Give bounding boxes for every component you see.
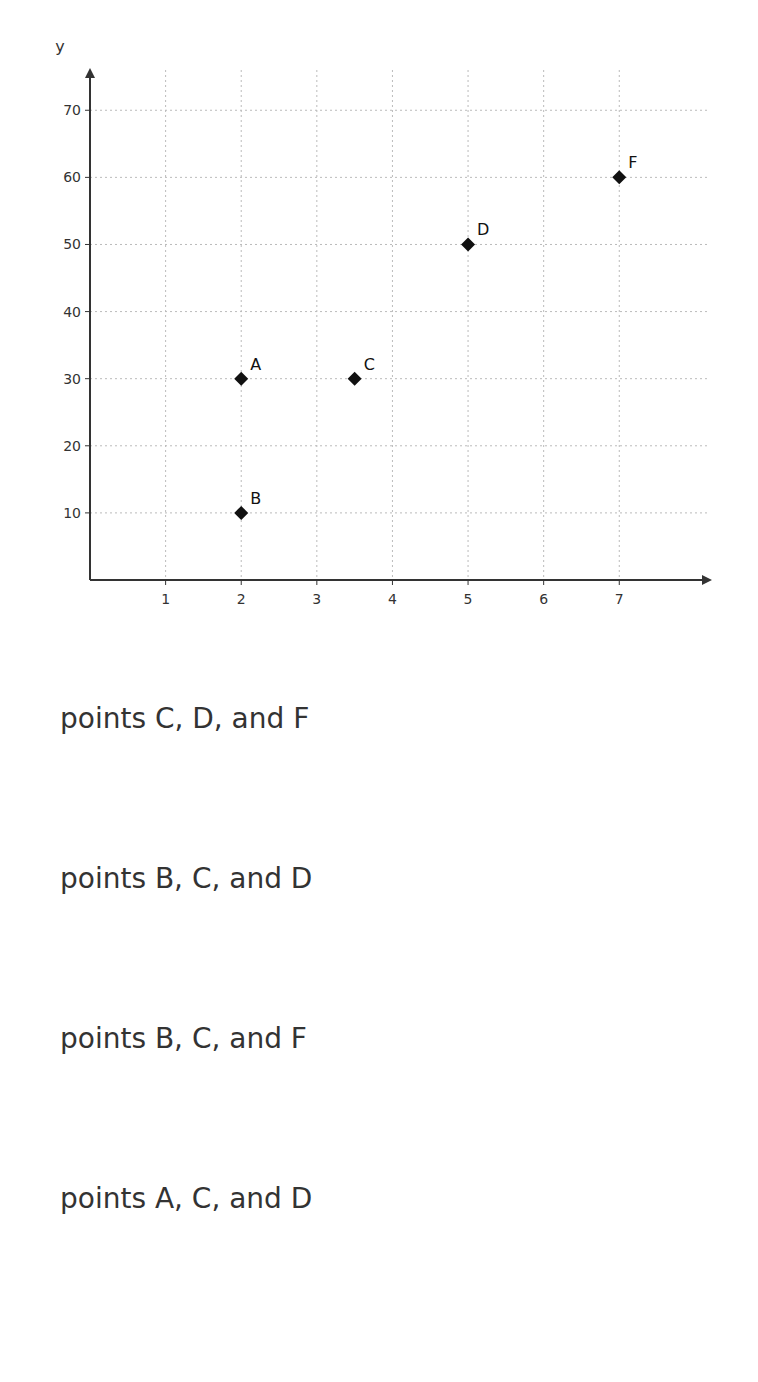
- tick-label: 40: [63, 304, 81, 320]
- grid: [90, 70, 710, 580]
- tick-label: 3: [312, 591, 321, 607]
- annotation: points B, C, and D: [60, 862, 312, 895]
- tick-label: 30: [63, 371, 81, 387]
- point-label: A: [250, 355, 261, 374]
- point-label: C: [364, 355, 375, 374]
- tick: [85, 512, 90, 513]
- tick: [241, 580, 242, 585]
- tick: [85, 378, 90, 379]
- point: [348, 372, 362, 386]
- tick-label: 60: [63, 169, 81, 185]
- tick-label: 50: [63, 236, 81, 252]
- point: [234, 372, 248, 386]
- grid-line: [392, 70, 393, 580]
- point: [612, 170, 626, 184]
- point-label: F: [628, 153, 637, 172]
- grid-line: [241, 70, 242, 580]
- grid-line: [316, 70, 317, 580]
- point-label: D: [477, 220, 489, 239]
- point: [461, 237, 475, 251]
- point-label: B: [250, 489, 261, 508]
- grid-line: [165, 70, 166, 580]
- tick-label: 1: [161, 591, 170, 607]
- tick: [85, 177, 90, 178]
- tick: [316, 580, 317, 585]
- grid-line: [90, 311, 710, 312]
- tick: [543, 580, 544, 585]
- tick: [165, 580, 166, 585]
- point: [234, 506, 248, 520]
- axis-label: y: [55, 37, 64, 56]
- grid-line: [543, 70, 544, 580]
- x-axis: [90, 579, 710, 581]
- tick-label: 20: [63, 438, 81, 454]
- tick-label: 5: [464, 591, 473, 607]
- annotation: points C, D, and F: [60, 702, 309, 735]
- grid-line: [90, 445, 710, 446]
- tick: [85, 110, 90, 111]
- grid-line: [90, 244, 710, 245]
- tick: [392, 580, 393, 585]
- chart: 1 2 3 4 5 6 7 10 20 30 40 50 60 70 y A B C D Fpoints C, D, …: [0, 0, 758, 1382]
- tick-label: 2: [237, 591, 246, 607]
- tick-label: 70: [63, 102, 81, 118]
- tick-label: 6: [539, 591, 548, 607]
- tick-label: 10: [63, 505, 81, 521]
- grid-line: [90, 512, 710, 513]
- tick: [85, 244, 90, 245]
- annotation: points A, C, and D: [60, 1182, 312, 1215]
- tick: [85, 311, 90, 312]
- grid-line: [90, 110, 710, 111]
- tick: [619, 580, 620, 585]
- tick-label: 7: [615, 591, 624, 607]
- y-axis: [89, 70, 91, 580]
- tick: [468, 580, 469, 585]
- grid-line: [619, 70, 620, 580]
- tick-label: 4: [388, 591, 397, 607]
- tick: [85, 445, 90, 446]
- grid-line: [468, 70, 469, 580]
- annotation: points B, C, and F: [60, 1022, 307, 1055]
- points: [234, 170, 626, 520]
- grid-line: [90, 378, 710, 379]
